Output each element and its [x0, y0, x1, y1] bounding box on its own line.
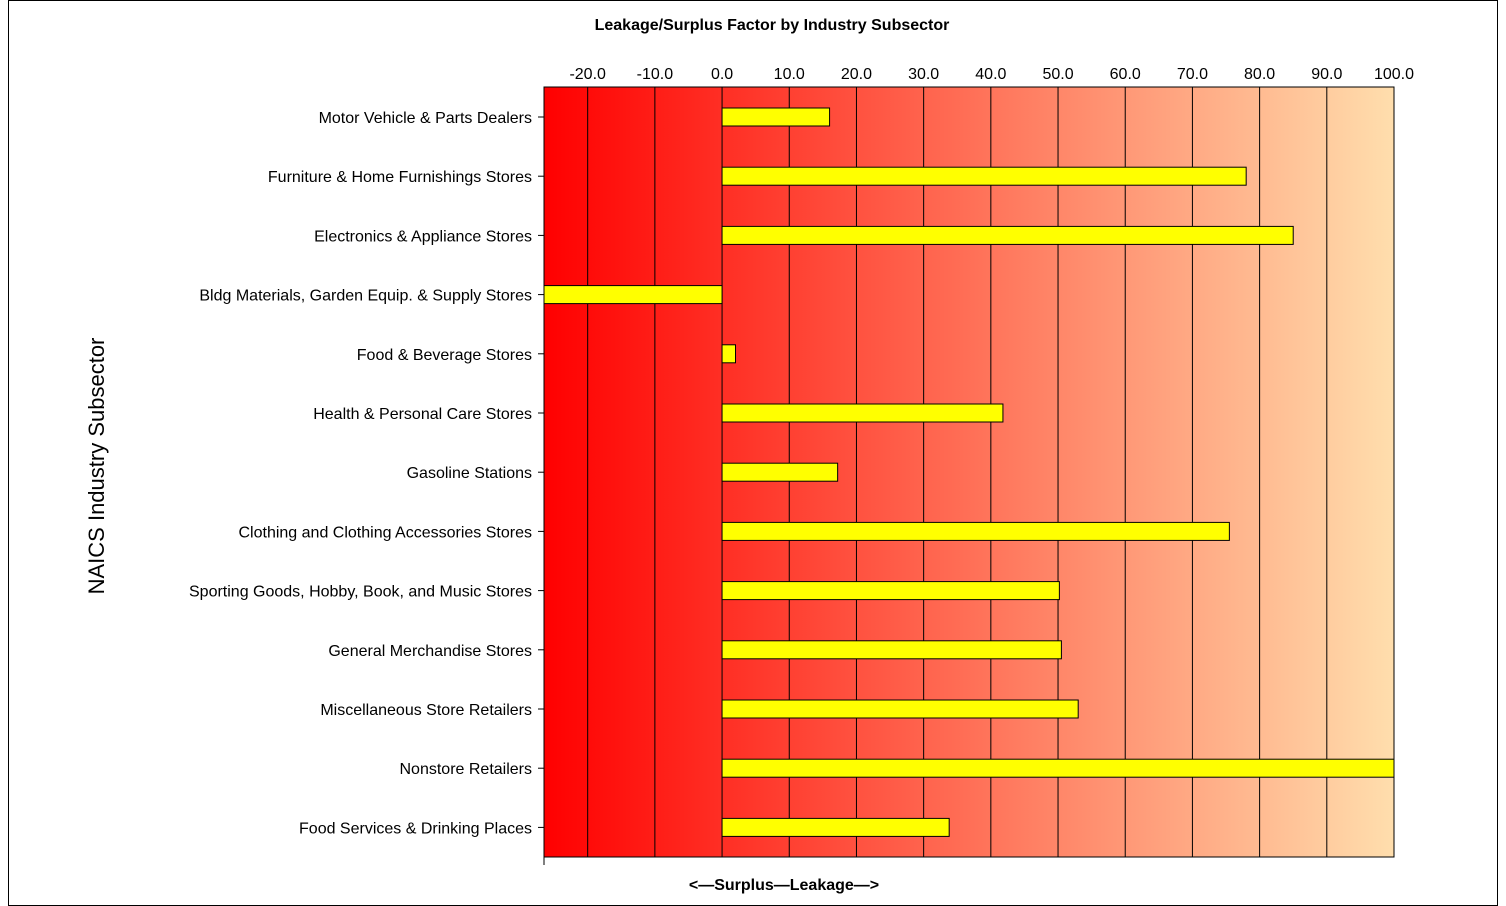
category-label: Electronics & Appliance Stores [314, 228, 532, 245]
bar [721, 166, 1247, 186]
x-tick-label: 50.0 [1042, 66, 1073, 83]
bar [721, 758, 1395, 778]
bars [543, 107, 1395, 837]
chart-title: Leakage/Surplus Factor by Industry Subse… [595, 17, 950, 34]
bar [721, 581, 1060, 601]
y-axis-categories: Motor Vehicle & Parts Dealers Furniture &… [189, 110, 544, 837]
x-tick-label: 60.0 [1110, 66, 1141, 83]
x-axis-label: <—Surplus—Leakage—> [689, 877, 879, 894]
x-tick-label: 90.0 [1311, 66, 1342, 83]
gridlines [587, 87, 1395, 857]
bar [721, 699, 1079, 719]
bar [721, 225, 1294, 245]
category-label: Furniture & Home Furnishings Stores [268, 169, 532, 186]
category-label: Miscellaneous Store Retailers [320, 702, 532, 719]
x-tick-label: -20.0 [569, 66, 606, 83]
category-label: Health & Personal Care Stores [313, 406, 532, 423]
bar [543, 285, 723, 305]
category-label: Bldg Materials, Garden Equip. & Supply S… [199, 288, 532, 305]
x-axis-ticks: -20.0 -10.0 0.0 10.0 20.0 30.0 40.0 50.0 60.0 70.… [569, 66, 1414, 83]
category-label: Clothing and Clothing Accessories Stores [239, 524, 533, 541]
category-label: Food & Beverage Stores [357, 347, 532, 364]
x-tick-label: 70.0 [1177, 66, 1208, 83]
x-tick-label: 20.0 [841, 66, 872, 83]
category-label: Nonstore Retailers [400, 761, 533, 778]
bar [721, 640, 1062, 660]
category-label: Sporting Goods, Hobby, Book, and Music S… [189, 584, 532, 601]
bar [721, 521, 1230, 541]
x-tick-label: 0.0 [711, 66, 733, 83]
category-label: Gasoline Stations [407, 465, 532, 482]
bar [721, 817, 950, 837]
x-tick-label: 80.0 [1244, 66, 1275, 83]
category-label: Motor Vehicle & Parts Dealers [319, 110, 532, 127]
y-axis-label: NAICS Industry Subsector [84, 338, 109, 595]
x-tick-label: -10.0 [637, 66, 674, 83]
plot-background [543, 86, 1395, 858]
category-label: Food Services & Drinking Places [299, 820, 532, 837]
bar [721, 344, 737, 364]
x-tick-label: 10.0 [774, 66, 805, 83]
x-tick-label: 30.0 [908, 66, 939, 83]
bar [721, 403, 1004, 423]
bar [721, 462, 839, 482]
category-label: General Merchandise Stores [328, 643, 532, 660]
x-tick-label: 100.0 [1374, 66, 1414, 83]
x-tick-label: 40.0 [975, 66, 1006, 83]
bar [721, 107, 831, 127]
